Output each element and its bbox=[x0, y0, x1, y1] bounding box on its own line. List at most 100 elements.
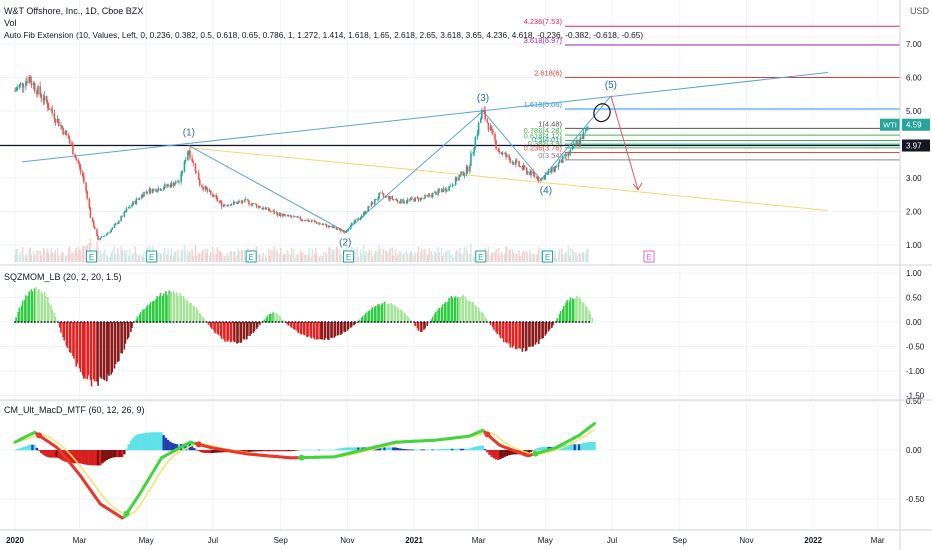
momentum-bar[interactable] bbox=[346, 322, 349, 331]
candle-body[interactable] bbox=[194, 163, 197, 172]
macd-histogram-bar[interactable] bbox=[44, 450, 47, 457]
macd-histogram-bar[interactable] bbox=[114, 450, 117, 458]
candle-body[interactable] bbox=[75, 157, 78, 160]
macd-histogram-bar[interactable] bbox=[57, 450, 60, 459]
momentum-bar[interactable] bbox=[512, 322, 515, 346]
momentum-bar[interactable] bbox=[554, 322, 556, 323]
candle-body[interactable] bbox=[389, 196, 391, 200]
momentum-bar[interactable] bbox=[581, 301, 584, 323]
candle-body[interactable] bbox=[297, 216, 299, 218]
momentum-bar[interactable] bbox=[350, 322, 353, 327]
candle-body[interactable] bbox=[103, 235, 106, 237]
momentum-bar[interactable] bbox=[97, 322, 99, 386]
macd-histogram-bar[interactable] bbox=[481, 445, 485, 451]
candle-body[interactable] bbox=[61, 125, 63, 129]
momentum-bar[interactable] bbox=[412, 322, 414, 323]
candle-body[interactable] bbox=[174, 181, 177, 184]
candle-body[interactable] bbox=[377, 198, 379, 200]
momentum-bar[interactable] bbox=[31, 291, 34, 323]
macd-histogram-bar[interactable] bbox=[420, 449, 423, 451]
momentum-bar[interactable] bbox=[83, 322, 85, 379]
candle-body[interactable] bbox=[420, 197, 423, 199]
momentum-bar[interactable] bbox=[268, 313, 271, 323]
momentum-bar[interactable] bbox=[356, 322, 359, 323]
macd-histogram-bar[interactable] bbox=[540, 447, 544, 451]
momentum-bar[interactable] bbox=[73, 322, 75, 359]
momentum-bar[interactable] bbox=[310, 322, 313, 339]
macd-histogram-bar[interactable] bbox=[584, 442, 587, 451]
momentum-bar[interactable] bbox=[528, 322, 530, 347]
momentum-bar[interactable] bbox=[502, 322, 505, 343]
candle-body[interactable] bbox=[166, 184, 168, 187]
candle-body[interactable] bbox=[379, 192, 381, 194]
momentum-bar[interactable] bbox=[92, 322, 95, 380]
momentum-bar[interactable] bbox=[465, 299, 468, 323]
candle-body[interactable] bbox=[267, 207, 270, 211]
momentum-bar[interactable] bbox=[176, 292, 178, 323]
momentum-bar[interactable] bbox=[317, 322, 319, 340]
candle-body[interactable] bbox=[36, 90, 38, 95]
candle-body[interactable] bbox=[551, 166, 553, 172]
candle-body[interactable] bbox=[240, 201, 243, 203]
momentum-bar[interactable] bbox=[458, 297, 460, 323]
macd-histogram-bar[interactable] bbox=[282, 450, 286, 452]
candle-body[interactable] bbox=[368, 206, 371, 208]
momentum-bar[interactable] bbox=[525, 322, 528, 351]
sqzmom-indicator-label[interactable]: SQZMOM_LB (20, 2, 20, 1.5) bbox=[4, 272, 122, 282]
candle-body[interactable] bbox=[525, 168, 528, 174]
momentum-bar[interactable] bbox=[390, 303, 392, 323]
momentum-bar[interactable] bbox=[534, 322, 537, 345]
candle-body[interactable] bbox=[233, 201, 236, 203]
elliott-wave-path[interactable] bbox=[188, 95, 612, 233]
momentum-bar[interactable] bbox=[593, 322, 596, 323]
macd-histogram-bar[interactable] bbox=[413, 449, 417, 451]
candle-body[interactable] bbox=[123, 212, 126, 217]
candle-body[interactable] bbox=[370, 202, 373, 207]
momentum-bar[interactable] bbox=[531, 322, 533, 347]
macd-histogram-bar[interactable] bbox=[333, 449, 336, 451]
macd-cross-dot[interactable] bbox=[123, 510, 130, 517]
momentum-bar[interactable] bbox=[165, 291, 167, 323]
momentum-bar[interactable] bbox=[100, 322, 103, 379]
momentum-bar[interactable] bbox=[323, 322, 326, 341]
momentum-bar[interactable] bbox=[239, 322, 242, 343]
momentum-bar[interactable] bbox=[445, 302, 447, 323]
macd-histogram-bar[interactable] bbox=[407, 449, 410, 451]
macd-histogram-bar[interactable] bbox=[112, 450, 115, 458]
candle-body[interactable] bbox=[284, 214, 286, 216]
momentum-bar[interactable] bbox=[472, 301, 474, 323]
momentum-bar[interactable] bbox=[240, 322, 243, 343]
candle-body[interactable] bbox=[97, 235, 99, 240]
momentum-bar[interactable] bbox=[377, 303, 379, 323]
momentum-bar[interactable] bbox=[170, 291, 173, 323]
macd-histogram-bar[interactable] bbox=[208, 450, 211, 454]
momentum-bar[interactable] bbox=[40, 291, 43, 323]
candle-body[interactable] bbox=[474, 136, 477, 148]
macd-histogram-bar[interactable] bbox=[77, 450, 80, 464]
candle-body[interactable] bbox=[39, 86, 41, 95]
momentum-bar[interactable] bbox=[539, 322, 541, 340]
candle-body[interactable] bbox=[111, 227, 114, 230]
candle-body[interactable] bbox=[32, 83, 35, 86]
momentum-bar[interactable] bbox=[303, 322, 306, 336]
candle-body[interactable] bbox=[395, 199, 398, 201]
momentum-bar[interactable] bbox=[169, 291, 172, 323]
momentum-bar[interactable] bbox=[50, 305, 52, 323]
momentum-bar[interactable] bbox=[521, 322, 524, 352]
momentum-bar[interactable] bbox=[220, 322, 223, 340]
candle-body[interactable] bbox=[282, 214, 284, 217]
candle-body[interactable] bbox=[451, 185, 454, 187]
macd-histogram-bar[interactable] bbox=[580, 443, 583, 451]
candle-body[interactable] bbox=[293, 216, 295, 218]
momentum-bar[interactable] bbox=[419, 322, 422, 332]
macd-histogram-bar[interactable] bbox=[293, 450, 297, 451]
momentum-bar[interactable] bbox=[378, 305, 380, 323]
momentum-bar[interactable] bbox=[44, 295, 47, 323]
macd-histogram-bar[interactable] bbox=[383, 447, 386, 451]
macd-histogram-bar[interactable] bbox=[462, 448, 465, 451]
candle-body[interactable] bbox=[459, 174, 461, 177]
candle-body[interactable] bbox=[127, 207, 130, 209]
momentum-bar[interactable] bbox=[116, 322, 119, 363]
momentum-bar[interactable] bbox=[360, 317, 363, 323]
macd-histogram-bar[interactable] bbox=[508, 450, 511, 456]
